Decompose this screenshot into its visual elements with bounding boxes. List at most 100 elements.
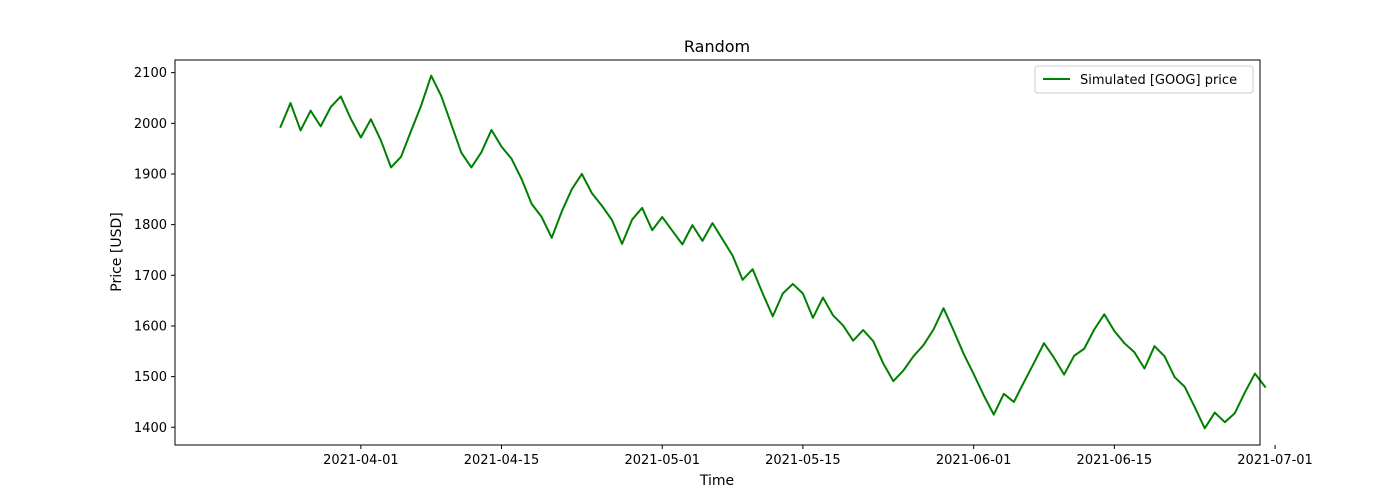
data-point	[330, 106, 332, 108]
data-point	[1013, 401, 1015, 403]
y-tick-label: 1900	[134, 167, 167, 182]
data-point	[591, 192, 593, 194]
data-point	[641, 207, 643, 209]
data-point	[842, 325, 844, 327]
data-point	[310, 110, 312, 112]
data-point	[802, 293, 804, 295]
data-point	[1134, 352, 1136, 354]
y-axis: 1400 1500 1600 1700 1800 1900 2000 2100	[134, 66, 175, 436]
data-point	[782, 293, 784, 295]
data-point	[300, 130, 302, 132]
data-point	[1003, 393, 1005, 395]
data-point	[1254, 373, 1256, 375]
data-point	[1023, 381, 1025, 383]
data-point	[671, 230, 673, 232]
data-point	[752, 268, 754, 270]
data-point	[812, 317, 814, 319]
data-point	[380, 140, 382, 142]
data-point	[360, 137, 362, 139]
data-point	[1114, 330, 1116, 332]
data-point	[481, 151, 483, 153]
data-point	[1194, 406, 1196, 408]
data-point	[893, 380, 895, 382]
y-tick-label: 1400	[134, 421, 167, 436]
data-point	[1214, 412, 1216, 414]
data-point	[430, 75, 432, 77]
data-point	[621, 243, 623, 245]
data-point	[1154, 345, 1156, 347]
data-point	[1234, 412, 1236, 414]
legend: Simulated [GOOG] price	[1034, 65, 1254, 94]
data-point	[571, 188, 573, 190]
data-point	[1174, 376, 1176, 378]
data-point	[1103, 314, 1105, 316]
data-point	[511, 158, 513, 160]
data-point	[651, 229, 653, 231]
data-point	[471, 167, 473, 169]
data-point	[973, 373, 975, 375]
data-point	[541, 216, 543, 218]
y-tick-label: 2000	[134, 117, 167, 132]
data-point	[390, 167, 392, 169]
data-point	[702, 240, 704, 242]
data-point	[943, 307, 945, 309]
y-tick-label: 1500	[134, 370, 167, 385]
data-point	[1093, 329, 1095, 331]
data-point	[852, 340, 854, 342]
data-point	[953, 330, 955, 332]
data-point	[682, 244, 684, 246]
data-point	[531, 203, 533, 205]
data-point	[1264, 386, 1266, 388]
data-point	[903, 370, 905, 372]
data-point	[1063, 374, 1065, 376]
y-tick-label: 1800	[134, 218, 167, 233]
data-point	[692, 224, 694, 226]
legend-box	[1034, 65, 1254, 94]
x-tick-label: 2021-06-15	[1077, 453, 1153, 468]
data-point	[410, 130, 412, 132]
data-point	[501, 146, 503, 148]
data-point	[551, 237, 553, 239]
data-point	[1124, 342, 1126, 344]
x-tick-label: 2021-07-01	[1237, 453, 1313, 468]
data-point	[420, 105, 422, 107]
series-line	[279, 74, 1267, 430]
data-point	[1083, 348, 1085, 350]
data-point	[722, 239, 724, 241]
data-point	[772, 316, 774, 318]
data-point	[611, 219, 613, 221]
series-layer	[279, 74, 1267, 430]
data-point	[1033, 362, 1035, 364]
y-tick-label: 2100	[134, 66, 167, 81]
data-point	[1043, 342, 1045, 344]
chart-title: Random	[684, 37, 750, 56]
data-point	[923, 344, 925, 346]
data-point	[661, 216, 663, 218]
data-point	[832, 315, 834, 317]
x-tick-label: 2021-06-01	[936, 453, 1012, 468]
data-point	[712, 222, 714, 224]
data-point	[882, 363, 884, 365]
data-point	[792, 283, 794, 285]
data-point	[1224, 421, 1226, 423]
x-tick-label: 2021-05-15	[765, 453, 841, 468]
data-point	[601, 205, 603, 207]
axes-frame	[174, 59, 1261, 446]
data-point	[491, 129, 493, 131]
y-tick-label: 1700	[134, 269, 167, 284]
data-point	[933, 329, 935, 331]
data-point	[1164, 356, 1166, 358]
data-point	[742, 279, 744, 281]
y-axis-label: Price [USD]	[109, 212, 125, 291]
x-axis: 2021-04-01 2021-04-15 2021-05-01 2021-05-15…	[323, 445, 1313, 468]
data-point	[320, 126, 322, 128]
data-point	[822, 297, 824, 299]
data-point	[400, 156, 402, 158]
data-point	[561, 211, 563, 213]
x-tick-label: 2021-04-01	[323, 453, 399, 468]
data-point	[340, 96, 342, 98]
data-point	[983, 395, 985, 397]
data-point	[913, 356, 915, 358]
data-point	[440, 95, 442, 97]
data-point	[1184, 386, 1186, 388]
